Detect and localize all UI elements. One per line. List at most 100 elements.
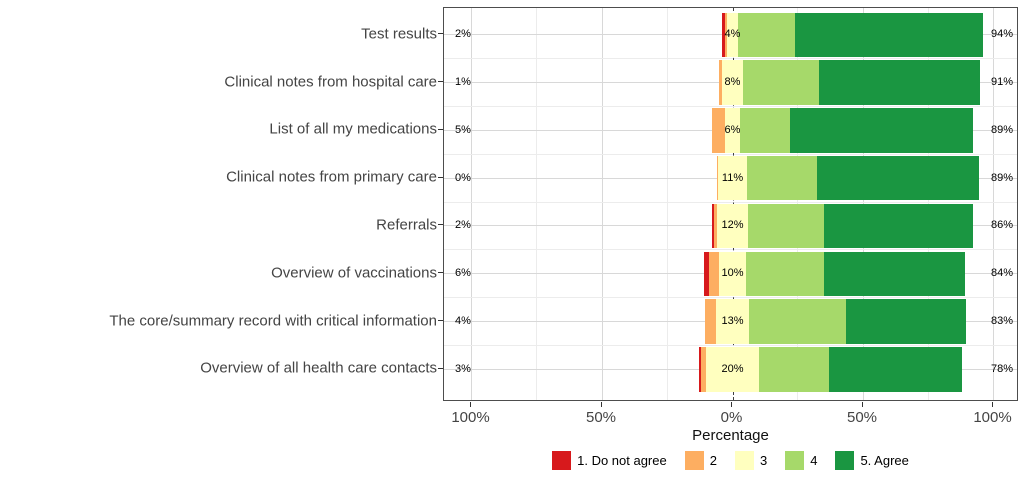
agree-percent-label: 94% <box>990 28 1013 41</box>
gridline-vertical-minor <box>666 8 668 400</box>
legend-label: 4 <box>810 453 818 468</box>
bar-segment-3 <box>719 251 746 296</box>
bar-segment-3 <box>724 108 741 153</box>
legend-item: 3 <box>734 451 768 470</box>
bar-row <box>717 155 980 201</box>
bar-segment-5 <box>823 251 965 296</box>
x-axis-tick <box>861 402 863 407</box>
category-label: Overview of all health care contacts <box>200 359 437 377</box>
x-axis-tick <box>470 402 471 407</box>
bar-row <box>719 60 981 105</box>
bar-segment-5 <box>795 12 984 57</box>
legend-swatch <box>684 451 704 470</box>
neutral-percent-label: 11% <box>721 171 744 184</box>
bar-segment-3 <box>718 155 747 201</box>
gridline-horizontal-minor <box>444 201 1017 203</box>
bar-segment-1 <box>703 251 709 296</box>
bar-segment-5 <box>829 347 963 392</box>
agree-percent-label: 89% <box>990 171 1013 184</box>
bar-row <box>711 203 973 249</box>
legend-swatch <box>734 451 754 470</box>
legend-item: 5. Agree <box>835 451 909 470</box>
bar-segment-4 <box>745 251 824 296</box>
bar-segment-5 <box>789 108 973 153</box>
disagree-percent-label: 3% <box>455 362 471 375</box>
bar-segment-5 <box>818 60 981 105</box>
bar-segment-4 <box>748 203 824 249</box>
disagree-percent-label: 1% <box>455 76 471 89</box>
legend-label: 2 <box>709 453 717 468</box>
bar-segment-4 <box>742 60 819 105</box>
agree-percent-label: 84% <box>990 267 1013 280</box>
x-tick-label: 100% <box>973 409 1012 426</box>
disagree-percent-label: 2% <box>455 28 471 41</box>
legend-swatch <box>835 451 855 470</box>
x-tick-label: 0% <box>720 409 743 426</box>
category-label: Referrals <box>376 216 437 234</box>
neutral-percent-label: 10% <box>721 267 744 280</box>
bar-segment-2 <box>711 108 725 153</box>
category-label: List of all my medications <box>269 120 437 138</box>
neutral-percent-label: 12% <box>721 219 744 232</box>
bar-segment-2 <box>709 251 720 296</box>
legend-item: 2 <box>684 451 717 470</box>
bar-segment-2 <box>719 60 723 105</box>
bar-segment-5 <box>817 155 980 201</box>
gridline-vertical-major <box>993 8 994 400</box>
bar-row <box>722 12 984 57</box>
disagree-percent-label: 6% <box>455 267 471 280</box>
bar-segment-4 <box>737 12 796 57</box>
bar-segment-3 <box>716 203 749 249</box>
bar-segment-4 <box>758 347 830 392</box>
neutral-percent-label: 13% <box>721 315 744 328</box>
bar-segment-4 <box>740 108 790 153</box>
legend-swatch <box>552 451 572 470</box>
gridline-horizontal-minor <box>444 344 1017 346</box>
agree-percent-label: 91% <box>990 76 1013 89</box>
y-axis-tick <box>438 367 443 369</box>
gridline-horizontal-minor <box>444 105 1017 107</box>
category-label: Clinical notes from primary care <box>226 168 437 186</box>
legend-label: 3 <box>759 453 768 468</box>
legend-swatch <box>785 451 805 470</box>
gridline-horizontal-minor <box>444 153 1017 155</box>
bar-segment-2 <box>701 347 707 392</box>
bar-segment-2 <box>705 299 716 344</box>
legend: 1. Do not agree 2 3 4 5. Agree <box>443 451 1018 470</box>
neutral-percent-label: 4% <box>724 28 741 41</box>
neutral-percent-label: 20% <box>721 362 744 375</box>
x-tick-label: 50% <box>846 409 878 426</box>
y-axis-tick <box>438 224 443 226</box>
category-label: The core/summary record with critical in… <box>109 312 437 330</box>
bar-segment-3 <box>706 347 759 392</box>
bar-segment-1 <box>711 203 715 249</box>
bar-segment-3 <box>715 299 750 344</box>
agree-percent-label: 86% <box>990 219 1013 232</box>
x-axis-title: Percentage <box>692 427 769 444</box>
bar-segment-1 <box>722 12 725 57</box>
y-axis-tick <box>438 272 443 274</box>
bar-segment-4 <box>749 299 847 344</box>
bar-segment-3 <box>722 60 743 105</box>
legend-item: 4 <box>785 451 817 470</box>
agree-percent-label: 83% <box>990 315 1013 328</box>
neutral-percent-label: 8% <box>724 76 741 89</box>
disagree-percent-label: 0% <box>455 171 471 184</box>
agree-percent-label: 78% <box>990 362 1013 375</box>
plot-panel: 2% 4% 94% 1% 8% 91% 5% 6% 89% 0% 11% 89% 2% 12% 86% 6% 1… <box>443 7 1018 401</box>
x-tick-label: 100% <box>451 409 490 426</box>
bar-segment-5 <box>846 299 967 344</box>
agree-percent-label: 89% <box>990 123 1013 136</box>
x-axis-tick <box>992 402 993 407</box>
category-label: Clinical notes from hospital care <box>224 73 437 91</box>
bar-segment-3 <box>727 12 738 57</box>
y-axis-tick <box>438 128 443 130</box>
disagree-percent-label: 5% <box>455 123 471 136</box>
gridline-horizontal-minor <box>444 297 1017 299</box>
x-axis-tick <box>731 402 732 407</box>
bar-row <box>711 108 973 153</box>
category-label: Test results <box>361 25 437 43</box>
legend-label: 5. Agree <box>860 453 909 468</box>
x-tick-label: 50% <box>585 409 617 426</box>
